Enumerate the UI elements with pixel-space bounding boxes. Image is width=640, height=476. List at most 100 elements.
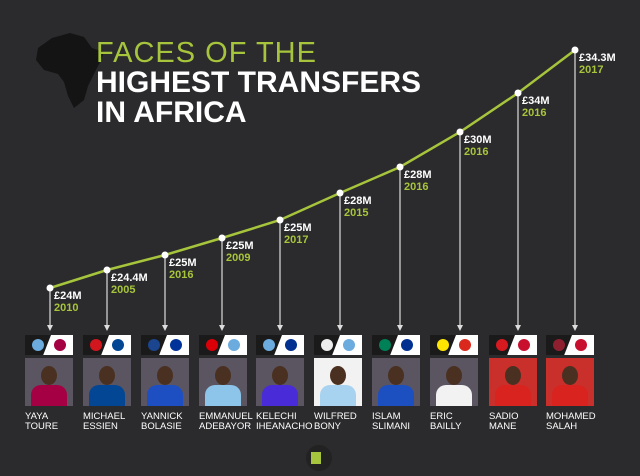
- from-club-badge-icon: [148, 339, 160, 351]
- to-club-badge-icon: [575, 339, 587, 351]
- fee-label: £24M: [54, 290, 82, 302]
- data-point: [514, 89, 522, 97]
- year-label: 2016: [404, 181, 429, 193]
- last-name: TOURE: [25, 421, 59, 432]
- player-photo: [430, 358, 478, 406]
- to-club-badge-icon: [170, 339, 182, 351]
- last-name: IHEANACHO: [256, 421, 313, 432]
- value-label: £24M 2010: [54, 290, 82, 314]
- club-logos: [546, 335, 594, 355]
- value-label: £25M 2009: [226, 240, 254, 264]
- africa-map-icon: [36, 33, 104, 108]
- player-name: YANNICK BOLASIE: [141, 412, 201, 432]
- value-label: £30M 2016: [464, 134, 492, 158]
- value-label: £28M 2015: [344, 195, 372, 219]
- fee-label: £25M: [169, 257, 197, 269]
- player-photo: [372, 358, 420, 406]
- from-club-badge-icon: [496, 339, 508, 351]
- year-label: 2016: [464, 146, 489, 158]
- year-label: 2017: [284, 234, 309, 246]
- data-point: [276, 216, 284, 224]
- year-label: 2005: [111, 284, 136, 296]
- data-point: [396, 163, 404, 171]
- arrow-icon: [162, 325, 168, 331]
- last-name: BOLASIE: [141, 421, 182, 432]
- last-name: BAILLY: [430, 421, 462, 432]
- fee-label: £34M: [522, 95, 550, 107]
- last-name: SALAH: [546, 421, 578, 432]
- player-photo: [141, 358, 189, 406]
- title-line-1: FACES OF THE: [96, 37, 317, 69]
- first-name: YANNICK: [141, 411, 183, 422]
- from-club-badge-icon: [321, 339, 333, 351]
- value-label: £25M 2016: [169, 257, 197, 281]
- from-club-badge-icon: [32, 339, 44, 351]
- last-name: ESSIEN: [83, 421, 118, 432]
- arrow-icon: [457, 325, 463, 331]
- player-photo: [314, 358, 362, 406]
- club-logos: [199, 335, 247, 355]
- from-club-badge-icon: [553, 339, 565, 351]
- brand-logo: [306, 445, 332, 471]
- data-point: [103, 266, 111, 274]
- from-club-badge-icon: [90, 339, 102, 351]
- year-label: 2017: [579, 64, 604, 76]
- club-logos: [489, 335, 537, 355]
- fee-label: £24.4M: [111, 272, 148, 284]
- player-name: SADIO MANE: [489, 412, 549, 432]
- arrow-icon: [219, 325, 225, 331]
- first-name: KELECHI: [256, 411, 297, 422]
- to-club-badge-icon: [518, 339, 530, 351]
- club-logos: [83, 335, 131, 355]
- last-name: SLIMANI: [372, 421, 411, 432]
- to-club-badge-icon: [54, 339, 66, 351]
- data-point: [161, 251, 169, 259]
- player-photo: [199, 358, 247, 406]
- last-name: MANE: [489, 421, 517, 432]
- data-point: [218, 234, 226, 242]
- value-label: £28M 2016: [404, 169, 432, 193]
- page-title: FACES OF THE HIGHEST TRANSFERS IN AFRICA: [96, 38, 421, 128]
- arrow-icon: [337, 325, 343, 331]
- first-name: MICHAEL: [83, 411, 126, 422]
- year-label: 2010: [54, 302, 79, 314]
- player-name: MOHAMED SALAH: [546, 412, 606, 432]
- year-label: 2016: [169, 269, 194, 281]
- from-club-badge-icon: [206, 339, 218, 351]
- first-name: ERIC: [430, 411, 453, 422]
- arrow-icon: [47, 325, 53, 331]
- year-label: 2015: [344, 207, 369, 219]
- data-point: [336, 189, 344, 197]
- to-club-badge-icon: [459, 339, 471, 351]
- fee-label: £25M: [284, 222, 312, 234]
- arrow-icon: [515, 325, 521, 331]
- player-photo: [256, 358, 304, 406]
- first-name: EMMANUEL: [199, 411, 253, 422]
- player-name: KELECHI IHEANACHO: [256, 412, 316, 432]
- to-club-badge-icon: [285, 339, 297, 351]
- player-photo: [25, 358, 73, 406]
- player-photo: [489, 358, 537, 406]
- data-point: [456, 128, 464, 136]
- arrow-icon: [397, 325, 403, 331]
- club-logos: [25, 335, 73, 355]
- club-logos: [256, 335, 304, 355]
- player-name: WILFRED BONY: [314, 412, 374, 432]
- value-label: £24.4M 2005: [111, 272, 148, 296]
- year-label: 2016: [522, 107, 547, 119]
- club-logos: [314, 335, 362, 355]
- to-club-badge-icon: [228, 339, 240, 351]
- value-label: £34.3M 2017: [579, 52, 616, 76]
- player-name: MICHAEL ESSIEN: [83, 412, 143, 432]
- player-name: ERIC BAILLY: [430, 412, 490, 432]
- club-logos: [430, 335, 478, 355]
- first-name: WILFRED: [314, 411, 357, 422]
- data-point: [571, 46, 579, 54]
- arrow-icon: [277, 325, 283, 331]
- title-line-2: HIGHEST TRANSFERS: [96, 66, 422, 99]
- from-club-badge-icon: [379, 339, 391, 351]
- fee-label: £28M: [344, 195, 372, 207]
- club-logos: [141, 335, 189, 355]
- last-name: BONY: [314, 421, 341, 432]
